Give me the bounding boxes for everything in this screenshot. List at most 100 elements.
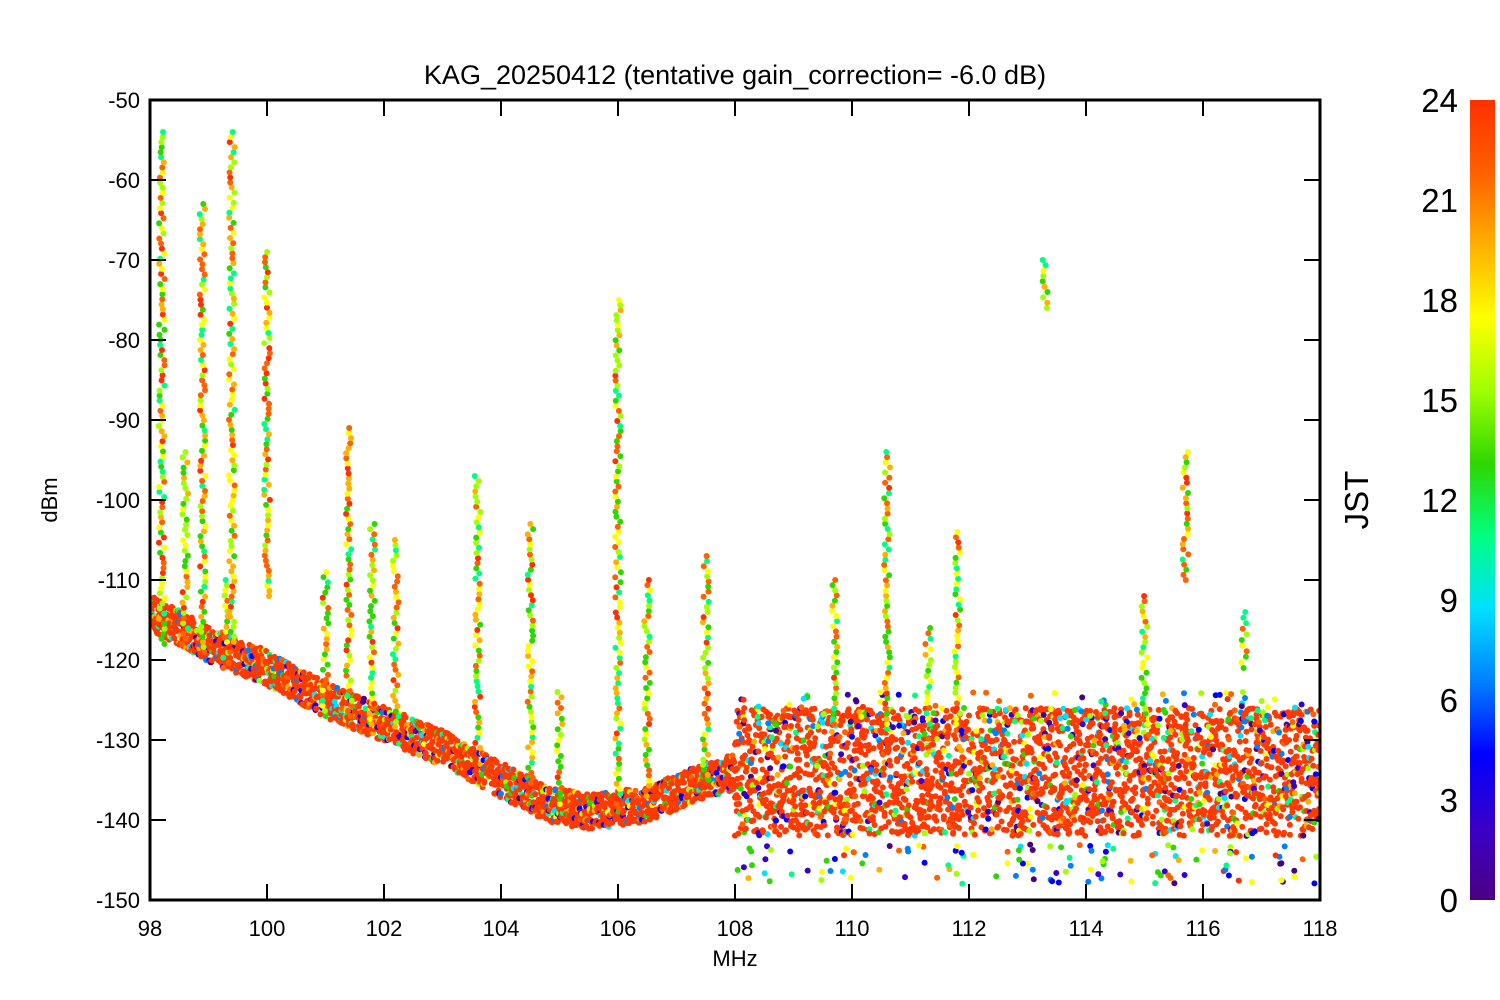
noise-mark: [755, 748, 762, 755]
noise-mark: [895, 712, 901, 719]
noise-outlier-mark: [836, 734, 843, 740]
noise-mark: [1204, 820, 1211, 827]
noise-mark: [1079, 747, 1086, 754]
noise-mark: [921, 722, 928, 729]
noise-mark: [776, 788, 783, 795]
noise-mark: [818, 813, 825, 820]
noise-mark: [1087, 708, 1094, 714]
noise-mark: [742, 752, 748, 759]
noise-mark: [796, 832, 803, 839]
noise-mark: [1093, 709, 1099, 715]
noise-mark: [1295, 815, 1302, 822]
noise-mark: [821, 822, 828, 829]
noise-mark: [951, 796, 958, 803]
noise-outlier-mark: [764, 843, 770, 850]
noise-mark: [1280, 757, 1287, 764]
noise-mark: [1198, 827, 1205, 834]
noise-mark: [1035, 830, 1042, 837]
noise-mark: [899, 804, 906, 811]
noise-mark: [256, 677, 263, 684]
noise-mark: [1013, 770, 1020, 777]
noise-mark: [1104, 771, 1111, 778]
noise-mark: [808, 729, 814, 736]
noise-mark: [866, 830, 873, 837]
noise-mark: [741, 705, 748, 712]
noise-mark: [1263, 829, 1270, 836]
noise-mark: [1286, 813, 1293, 820]
noise-outlier-mark: [1128, 878, 1135, 885]
noise-mark: [991, 766, 998, 773]
noise-outlier-mark: [1076, 842, 1083, 849]
noise-mark: [1112, 721, 1119, 728]
noise-mark: [978, 727, 985, 734]
noise-mark: [956, 816, 962, 823]
noise-mark: [1059, 725, 1066, 732]
noise-mark: [1073, 777, 1080, 784]
noise-mark: [681, 779, 687, 786]
noise-mark: [736, 730, 743, 737]
noise-mark: [1170, 765, 1177, 772]
scatter-marks: [150, 129, 1320, 887]
noise-mark: [1052, 771, 1059, 778]
noise-mark: [963, 718, 970, 725]
noise-mark: [809, 716, 816, 723]
noise-mark: [1206, 796, 1213, 803]
noise-mark: [986, 745, 993, 752]
noise-mark: [1093, 779, 1100, 785]
noise-mark: [1150, 753, 1157, 760]
noise-outlier-mark: [1078, 708, 1085, 715]
noise-mark: [402, 714, 409, 721]
noise-mark: [784, 812, 791, 819]
noise-mark: [849, 733, 855, 740]
noise-mark: [1066, 770, 1073, 777]
noise-mark: [944, 794, 951, 801]
noise-mark: [472, 756, 479, 763]
noise-outlier-mark: [1292, 704, 1299, 711]
noise-mark: [744, 732, 751, 739]
noise-mark: [958, 792, 965, 799]
noise-outlier-mark: [1102, 710, 1109, 717]
noise-mark: [751, 738, 758, 745]
noise-mark: [859, 825, 866, 832]
noise-mark: [1005, 742, 1012, 749]
noise-outlier-mark: [860, 703, 866, 710]
noise-mark: [832, 789, 839, 796]
noise-mark: [854, 737, 861, 744]
noise-mark: [1262, 773, 1269, 780]
noise-mark: [861, 788, 868, 795]
noise-mark: [945, 730, 952, 737]
noise-mark: [1293, 732, 1300, 739]
noise-mark: [1040, 726, 1047, 733]
noise-mark: [641, 818, 648, 825]
noise-mark: [1114, 771, 1121, 777]
noise-outlier-mark: [1136, 735, 1143, 741]
noise-mark: [306, 671, 313, 678]
noise-mark: [1237, 732, 1244, 739]
noise-mark: [1048, 726, 1055, 733]
noise-mark: [1071, 817, 1078, 824]
noise-mark: [890, 724, 896, 731]
noise-mark: [1111, 705, 1118, 712]
noise-mark: [948, 780, 955, 787]
noise-mark: [870, 745, 877, 752]
noise-mark: [297, 694, 304, 701]
noise-mark: [1185, 780, 1192, 787]
noise-mark: [1215, 796, 1222, 802]
noise-mark: [1181, 751, 1188, 758]
noise-mark: [808, 811, 815, 818]
noise-mark: [753, 779, 760, 786]
noise-mark: [1116, 818, 1123, 825]
noise-mark: [478, 771, 485, 778]
noise-outlier-mark: [1291, 867, 1298, 874]
noise-mark: [836, 776, 843, 783]
noise-outlier-mark: [1123, 705, 1130, 712]
noise-mark: [653, 812, 660, 819]
noise-mark: [481, 779, 488, 786]
noise-mark: [792, 803, 799, 810]
noise-mark: [1297, 717, 1304, 724]
noise-mark: [929, 802, 936, 809]
noise-mark: [313, 705, 320, 712]
noise-mark: [847, 781, 854, 787]
noise-mark: [1230, 809, 1237, 816]
noise-mark: [386, 736, 393, 743]
